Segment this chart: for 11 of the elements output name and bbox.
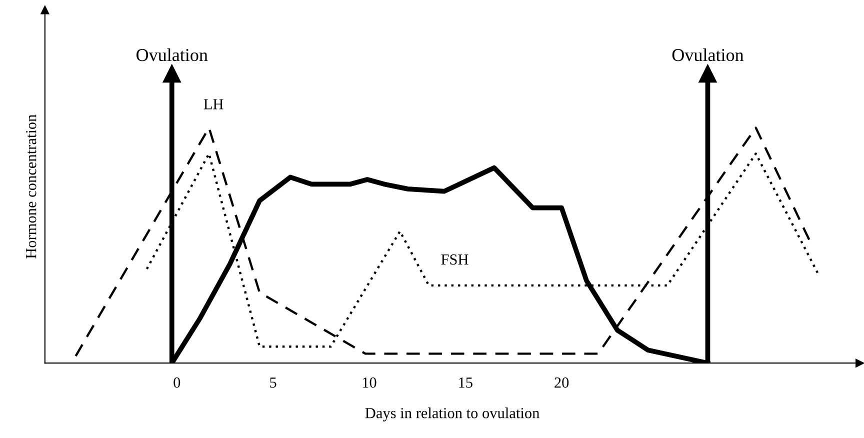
ref-line-label: Ovulation [136, 48, 208, 62]
x-tick-label: 5 [270, 378, 276, 388]
x-axis-title: Days in relation to ovulation [365, 408, 540, 422]
x-tick-label: 15 [459, 378, 472, 388]
text: LH [204, 99, 224, 110]
x-tick-label: 20 [554, 377, 569, 388]
annotation: FSH [441, 254, 468, 265]
x-tick-label: 0 [174, 377, 180, 388]
ref-line-label: Ovulation [672, 48, 744, 62]
y-axis-title: Hormone concentration [26, 114, 36, 258]
x-tick-label: 10 [362, 377, 376, 388]
